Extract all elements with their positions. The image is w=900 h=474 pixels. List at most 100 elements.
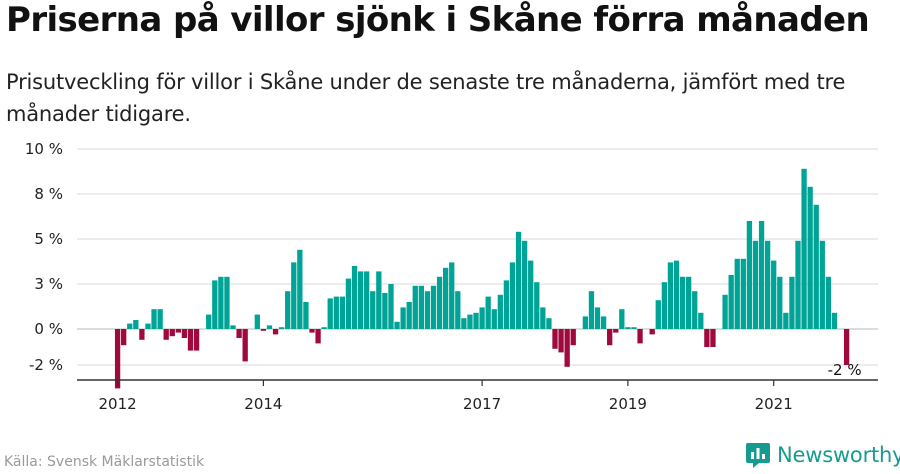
bar: [667, 262, 674, 329]
x-tick-label: 2014: [244, 395, 282, 413]
bar: [637, 329, 643, 344]
bar: [758, 221, 765, 329]
bar: [169, 329, 175, 337]
bar: [206, 314, 212, 329]
bar: [455, 291, 461, 329]
last-value-label: -2 %: [828, 361, 862, 379]
bar: [819, 240, 825, 329]
bar: [825, 276, 832, 329]
page-subtitle: Prisutveckling för villor i Skåne under …: [6, 70, 846, 126]
bar: [364, 271, 370, 329]
bar: [400, 307, 406, 329]
newsworthy-logo-icon: [746, 443, 770, 468]
bar: [686, 276, 692, 329]
bar: [157, 309, 163, 329]
bar: [752, 240, 759, 329]
annotations: -2 %: [828, 361, 862, 379]
bar: [175, 329, 181, 333]
bar: [607, 329, 613, 346]
bar: [133, 320, 139, 329]
bar: [546, 318, 552, 329]
bar: [193, 329, 200, 351]
bar: [558, 329, 564, 353]
bar: [163, 329, 169, 340]
bar: [382, 293, 388, 329]
bar: [309, 329, 315, 333]
y-tick-label: 3 %: [34, 275, 63, 293]
bar: [418, 285, 424, 329]
bar: [692, 291, 698, 329]
bar: [783, 312, 789, 329]
bar: [406, 302, 412, 329]
y-axis-labels: -2 % 0 % 3 % 5 % 8 % 10 %: [25, 140, 63, 374]
bar: [704, 329, 710, 347]
bar: [613, 329, 619, 333]
bar: [278, 327, 285, 329]
y-tick-label: 0 %: [34, 320, 63, 338]
bar: [297, 249, 303, 329]
bar: [764, 240, 771, 329]
bar: [412, 285, 418, 329]
bar: [181, 329, 188, 338]
bar: [777, 276, 783, 329]
bar: [655, 300, 661, 329]
bar: [673, 260, 680, 329]
bar: [230, 325, 236, 329]
bar: [285, 291, 291, 329]
bar: [315, 329, 321, 344]
bar: [260, 329, 267, 331]
bar: [151, 309, 157, 329]
bar: [521, 240, 528, 329]
bar: [807, 186, 813, 329]
bar: [795, 240, 801, 329]
bar: [485, 296, 491, 329]
bar: [619, 309, 625, 329]
bar: [449, 262, 455, 329]
bar: [339, 296, 346, 329]
bar: [272, 329, 279, 335]
x-tick-label: 2017: [463, 395, 501, 413]
bar: [473, 312, 479, 329]
bar: [594, 307, 601, 329]
bar: [771, 260, 777, 329]
bar: [291, 262, 297, 329]
source-note: Källa: Svensk Mäklarstatistik: [4, 454, 205, 470]
bar: [570, 329, 576, 346]
bar: [327, 298, 333, 329]
bar: [564, 329, 570, 367]
bar: [212, 280, 218, 329]
bar: [376, 271, 382, 329]
y-tick-label: 10 %: [25, 140, 63, 158]
bar: [661, 282, 667, 329]
x-tick-label: 2019: [609, 395, 647, 413]
bar: [321, 327, 327, 329]
bar: [528, 260, 534, 329]
bar: [139, 329, 145, 340]
bar: [187, 329, 194, 351]
x-tick-label: 2012: [99, 395, 137, 413]
bar: [679, 276, 686, 329]
bar: [540, 307, 546, 329]
bar: [497, 294, 503, 329]
bar: [479, 307, 485, 329]
bar: [746, 221, 753, 329]
bar: [345, 278, 352, 329]
bar: [461, 318, 467, 329]
bar: [394, 321, 400, 329]
brand-name: Newsworthy: [777, 443, 900, 467]
bar: [509, 262, 516, 329]
bar: [388, 284, 394, 329]
bar: [303, 302, 309, 329]
bar: [254, 314, 260, 329]
bar: [789, 276, 795, 329]
bar: [698, 312, 704, 329]
x-tick-label: 2021: [755, 395, 793, 413]
bar: [224, 276, 230, 329]
bar: [351, 266, 358, 329]
x-axis-labels: 2012 2014 2017 2019 2021: [99, 380, 793, 413]
bar: [843, 329, 850, 365]
bar: [582, 316, 589, 329]
bar: [734, 258, 740, 329]
bar: [236, 329, 242, 338]
